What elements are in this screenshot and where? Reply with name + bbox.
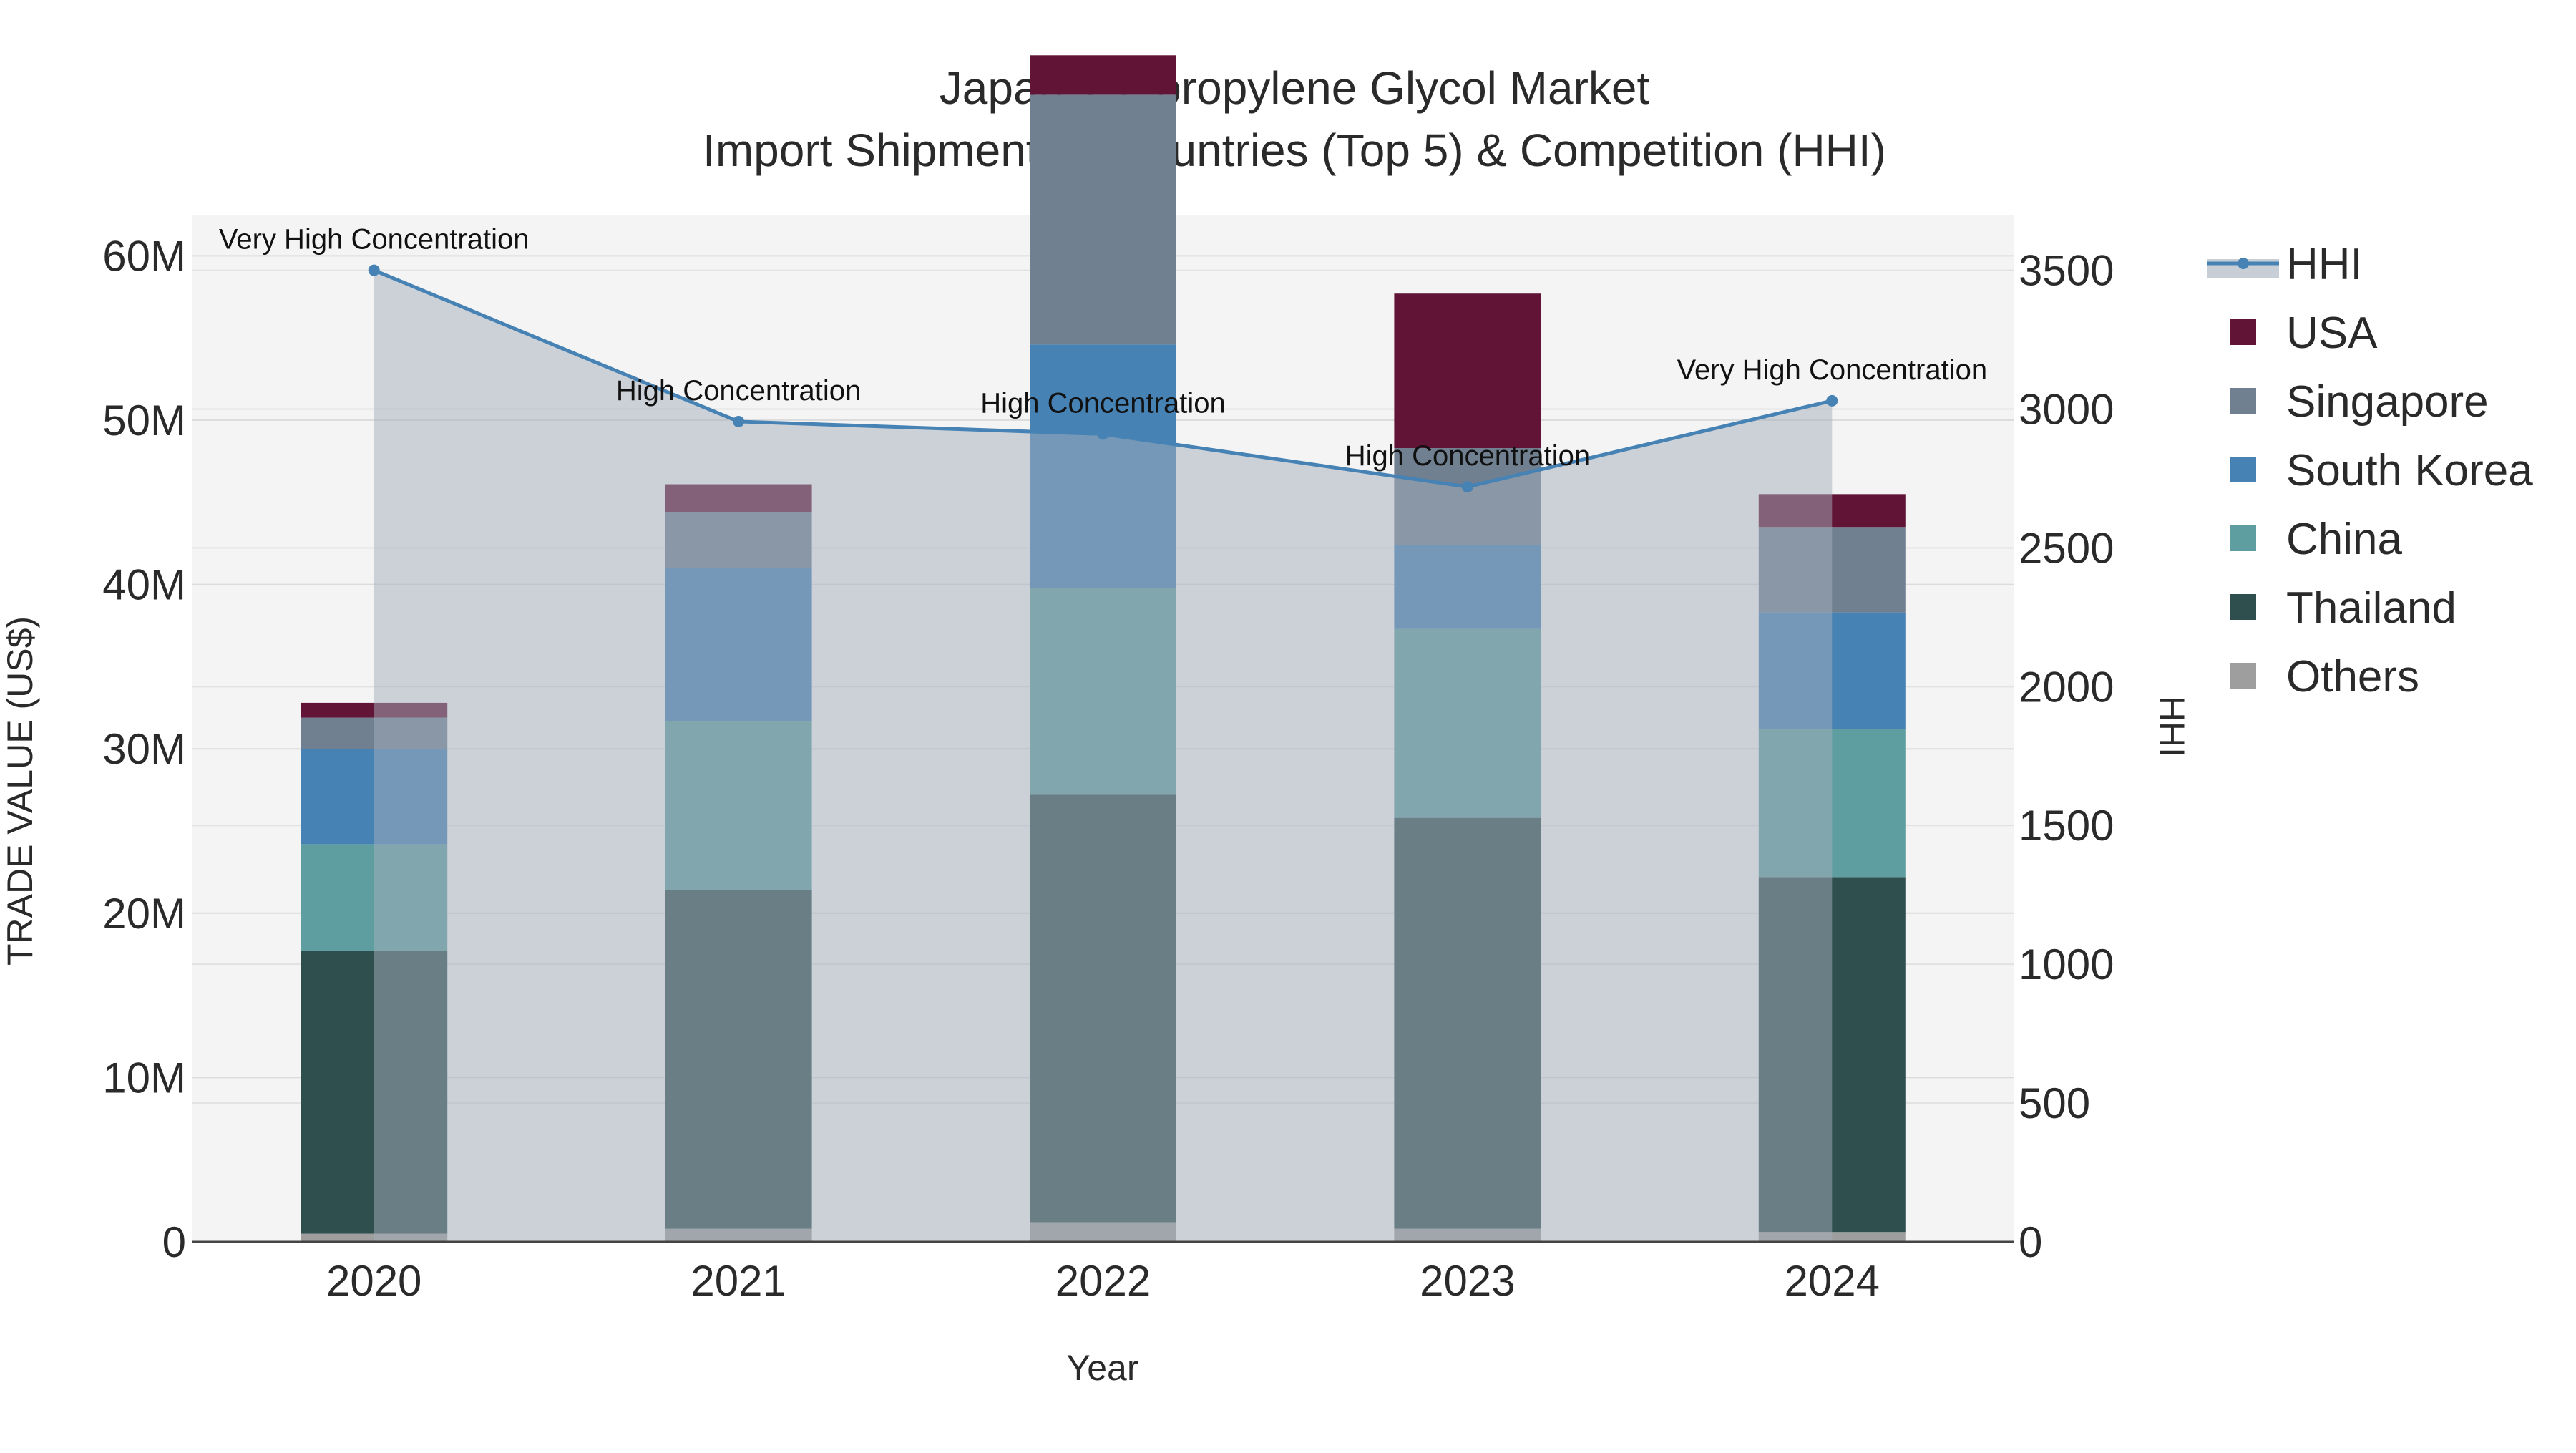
hhi-annotation-2023: High Concentration bbox=[1345, 440, 1590, 472]
x-tick-label-2021: 2021 bbox=[691, 1257, 786, 1305]
y2-tick-label-500: 500 bbox=[2019, 1079, 2090, 1127]
y2-tick-label-2000: 2000 bbox=[2019, 663, 2114, 711]
x-axis-title: Year bbox=[1066, 1348, 1138, 1388]
y-tick-label-60M: 60M bbox=[102, 232, 186, 280]
hhi-point-2020 bbox=[368, 264, 380, 276]
hhi-annotation-2024: Very High Concentration bbox=[1677, 354, 1988, 386]
bar-usa-2022 bbox=[1030, 55, 1176, 95]
legend-swatch-south-korea bbox=[2230, 457, 2256, 482]
hhi-point-2021 bbox=[733, 415, 745, 427]
chart-subtitle: Import Shipment by Countries (Top 5) & C… bbox=[703, 125, 1886, 176]
legend-swatch-others bbox=[2230, 663, 2256, 689]
y2-tick-label-0: 0 bbox=[2019, 1218, 2042, 1266]
y2-tick-label-1000: 1000 bbox=[2019, 941, 2114, 988]
y2-tick-label-3500: 3500 bbox=[2019, 247, 2114, 295]
y-tick-label-50M: 50M bbox=[102, 397, 186, 444]
legend-swatch-china bbox=[2230, 525, 2256, 551]
x-tick-label-2020: 2020 bbox=[326, 1257, 421, 1305]
legend-swatch-usa bbox=[2230, 319, 2256, 345]
legend-swatch-singapore bbox=[2230, 388, 2256, 414]
bar-usa-2023 bbox=[1394, 293, 1541, 449]
legend-label-singapore: Singapore bbox=[2286, 377, 2489, 427]
x-tick-label-2024: 2024 bbox=[1785, 1257, 1880, 1305]
y-tick-label-40M: 40M bbox=[102, 561, 186, 609]
y-axis-title: TRADE VALUE (US$) bbox=[0, 616, 40, 966]
hhi-annotation-2022: High Concentration bbox=[980, 387, 1225, 419]
x-tick-label-2023: 2023 bbox=[1420, 1257, 1515, 1305]
hhi-area bbox=[374, 270, 1833, 1242]
y-tick-label-10M: 10M bbox=[102, 1054, 186, 1102]
plot-layer: Very High Concentration High Concentratio… bbox=[102, 55, 2114, 1305]
hhi-point-2024 bbox=[1826, 394, 1838, 407]
x-tick-label-2022: 2022 bbox=[1055, 1257, 1151, 1305]
legend-label-thailand: Thailand bbox=[2286, 583, 2457, 633]
legend-swatch-thailand bbox=[2230, 594, 2256, 620]
y-tick-label-0: 0 bbox=[162, 1218, 186, 1266]
legend-label-usa: USA bbox=[2286, 308, 2378, 358]
bar-singapore-2022 bbox=[1030, 94, 1176, 345]
y2-tick-label-2500: 2500 bbox=[2019, 524, 2114, 572]
hhi-point-2022 bbox=[1097, 428, 1109, 440]
y2-axis-title: HHI bbox=[2152, 696, 2192, 757]
hhi-annotation-2021: High Concentration bbox=[616, 375, 861, 407]
hhi-point-2023 bbox=[1461, 481, 1473, 493]
hhi-annotation-2020: Very High Concentration bbox=[219, 224, 530, 256]
legend: HHI USA Singapore South Korea China Thailand O… bbox=[2207, 240, 2533, 701]
y-tick-label-30M: 30M bbox=[102, 725, 186, 773]
legend-label-hhi: HHI bbox=[2286, 240, 2363, 289]
legend-label-south-korea: South Korea bbox=[2286, 446, 2533, 495]
y-tick-label-20M: 20M bbox=[102, 890, 186, 938]
y2-tick-label-1500: 1500 bbox=[2019, 802, 2114, 850]
legend-swatch-hhi-marker bbox=[2238, 258, 2249, 269]
y2-tick-label-3000: 3000 bbox=[2019, 385, 2114, 433]
legend-label-china: China bbox=[2286, 515, 2403, 564]
legend-label-others: Others bbox=[2286, 652, 2419, 701]
